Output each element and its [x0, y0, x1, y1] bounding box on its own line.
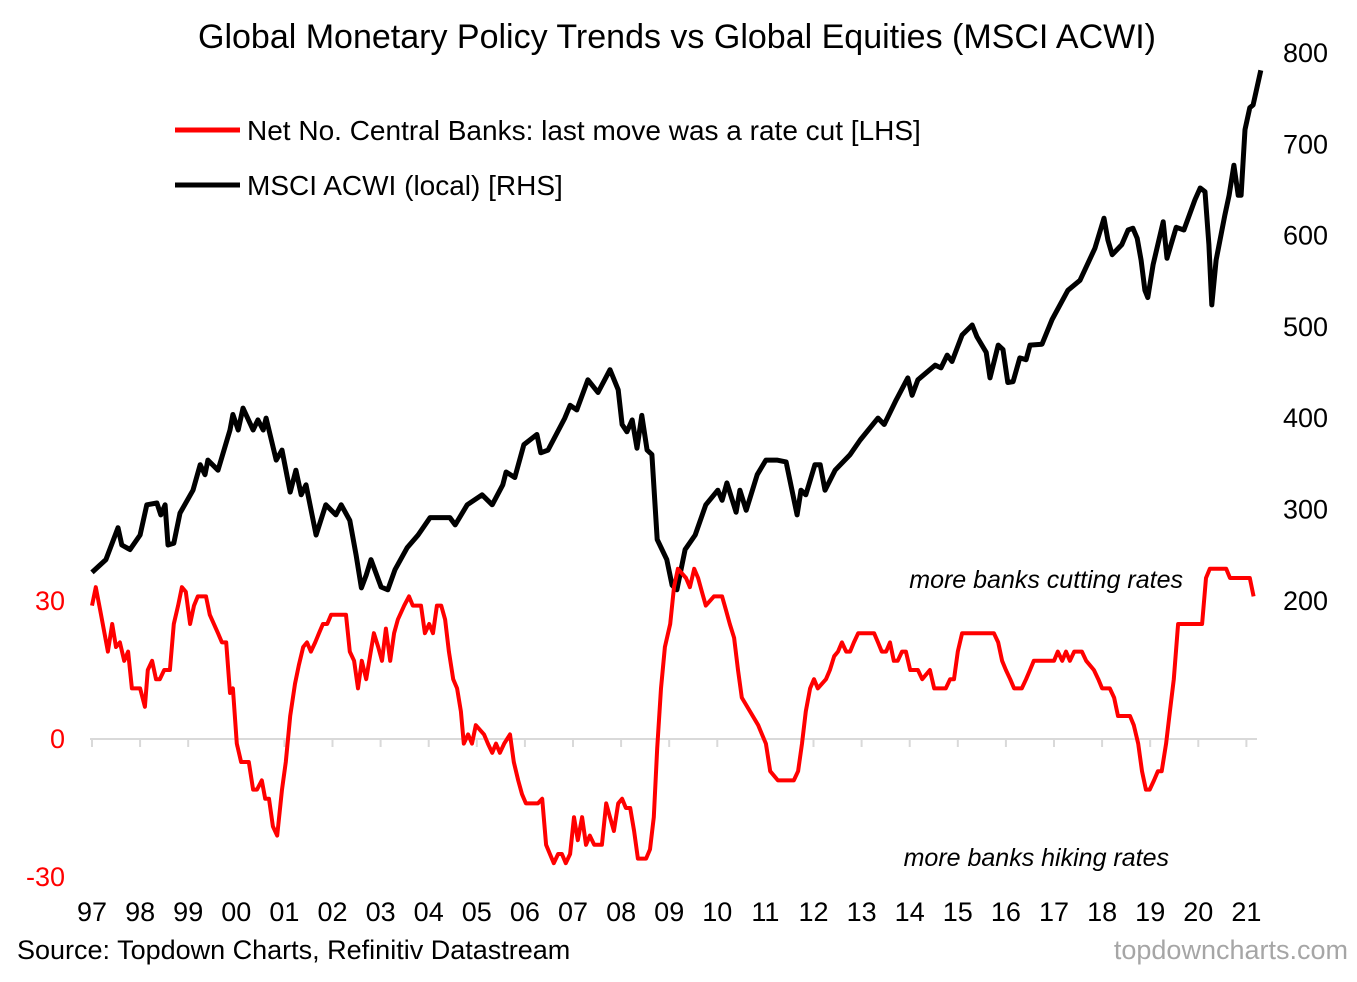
- x-tick-label: 10: [702, 897, 732, 927]
- legend-label-acwi: MSCI ACWI (local) [RHS]: [247, 170, 563, 201]
- x-tick-label: 99: [173, 897, 203, 927]
- right-tick-label: 600: [1283, 221, 1328, 251]
- right-axis: 200 300 400 500 600 700 800: [1283, 38, 1328, 616]
- annotation-hiking: more banks hiking rates: [904, 844, 1169, 872]
- x-tick-label: 08: [606, 897, 636, 927]
- legend-label-cuts: Net No. Central Banks: last move was a r…: [247, 115, 921, 146]
- x-tick-label: 19: [1135, 897, 1165, 927]
- x-tick-label: 01: [269, 897, 299, 927]
- right-tick-label: 700: [1283, 129, 1328, 159]
- chart-title: Global Monetary Policy Trends vs Global …: [198, 18, 1156, 56]
- x-tick-label: 13: [847, 897, 877, 927]
- x-tick-label: 09: [654, 897, 684, 927]
- x-tick-label: 11: [751, 897, 779, 927]
- right-tick-label: 300: [1283, 495, 1328, 525]
- watermark: topdowncharts.com: [1114, 935, 1348, 965]
- x-tick-label: 15: [943, 897, 973, 927]
- right-tick-label: 500: [1283, 312, 1328, 342]
- x-tick-label: 03: [366, 897, 396, 927]
- x-tick-label: 07: [558, 897, 588, 927]
- left-tick-label: 30: [35, 586, 65, 616]
- x-axis: 97 98 99 00 01 02 03 04 05 06 07 08 09 10 11 12 13 14 15 16…: [77, 738, 1261, 927]
- x-tick-label: 97: [77, 897, 107, 927]
- right-tick-label: 800: [1283, 38, 1328, 68]
- series-line-acwi: [90, 69, 1264, 593]
- series-line-rate-cuts: [90, 566, 1256, 866]
- x-tick-label: 20: [1183, 897, 1213, 927]
- x-tick-label: 00: [221, 897, 251, 927]
- x-tick-label: 02: [317, 897, 347, 927]
- x-tick-label: 98: [125, 897, 155, 927]
- x-tick-label: 05: [462, 897, 492, 927]
- x-tick-label: 12: [798, 897, 828, 927]
- source-note: Source: Topdown Charts, Refinitiv Datast…: [17, 935, 570, 965]
- x-tick-label: 04: [414, 897, 444, 927]
- x-tick-label: 18: [1087, 897, 1117, 927]
- x-tick-label: 21: [1231, 897, 1261, 927]
- left-axis: 30 0 -30: [26, 586, 65, 892]
- left-tick-label: -30: [26, 862, 65, 892]
- annotation-cutting: more banks cutting rates: [909, 566, 1183, 594]
- x-tick-label: 16: [991, 897, 1021, 927]
- x-tick-label: 17: [1039, 897, 1069, 927]
- x-tick-label: 14: [895, 897, 925, 927]
- right-tick-label: 400: [1283, 403, 1328, 433]
- legend: Net No. Central Banks: last move was a r…: [175, 115, 921, 201]
- x-tick-label: 06: [510, 897, 540, 927]
- right-tick-label: 200: [1283, 586, 1328, 616]
- left-tick-label: 0: [50, 724, 65, 754]
